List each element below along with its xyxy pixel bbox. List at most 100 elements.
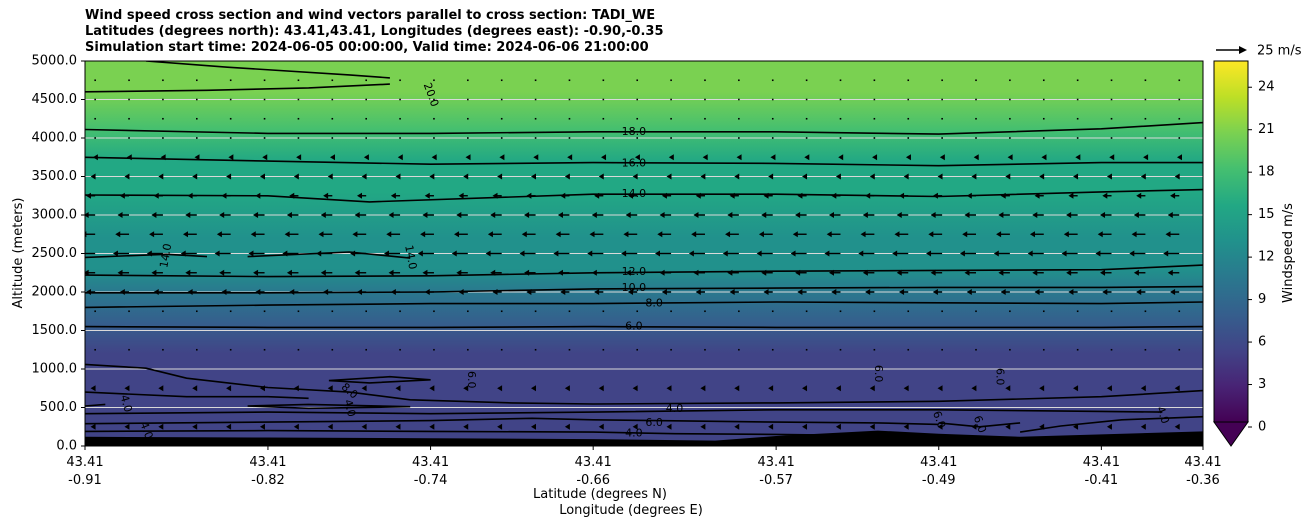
wind-vector [1144,98,1147,101]
wind-vector [1100,269,1112,276]
wind-vector [465,154,471,161]
wind-vector [226,385,232,392]
wind-vector [975,98,977,101]
quiver-key-label: 25 m/s [1257,44,1302,59]
wind-vector [429,385,435,392]
wind-vector [930,269,943,276]
wind-vector [729,289,739,295]
wind-vector [331,98,334,101]
wind-vector [253,269,265,276]
wind-vector [802,423,808,430]
contour-line [85,121,1203,135]
wind-vector [534,310,537,313]
wind-vector [293,173,299,180]
wind-vector [1163,250,1180,257]
wind-vector [1110,117,1113,120]
wind-vector [365,348,367,351]
wind-vector [738,117,740,120]
x-tick-lat: 43.41 [920,455,957,470]
wind-vector [185,269,197,276]
wind-vector [94,310,96,313]
wind-vector [598,173,604,180]
wind-vector [263,79,266,82]
wind-vector [930,212,943,218]
wind-vector [530,385,536,392]
wind-vector [229,79,232,82]
wind-vector [926,250,943,257]
wind-vector [802,385,808,392]
wind-vector [463,423,469,430]
wind-vector [734,173,740,180]
wind-vector [1076,117,1079,120]
wind-vector [564,385,570,392]
wind-vector [839,137,842,139]
wind-vector [94,98,96,101]
wind-vector [284,231,299,238]
contour-line [85,391,309,400]
wind-vector [1143,154,1149,161]
contour-label: 10.0 [622,281,647,294]
contour-label: 6.0 [645,416,663,429]
chart-title-line-3: Simulation start time: 2024-06-05 00:00:… [85,40,649,55]
contour-label: 14.0 [157,243,174,269]
colorbar-tick-label: 24 [1258,80,1275,95]
wind-vector [216,231,231,238]
contour-line [85,188,1203,203]
wind-vector [297,117,300,120]
wind-vector [1174,423,1180,430]
wind-vector [497,173,503,180]
wind-vector [1009,137,1011,139]
contour-line [247,251,411,259]
x-tick-lat: 43.41 [249,455,286,470]
contour-label: 16.0 [622,156,647,169]
wind-vector [869,423,875,430]
wind-vector [1076,98,1079,101]
wind-vector [1041,154,1047,161]
contour-line [1019,415,1203,433]
wind-vector [500,79,503,82]
wind-vector [263,348,266,351]
wind-vector [903,173,909,180]
wind-vector [932,289,943,295]
wind-vector [623,231,638,238]
wind-vector [487,231,502,238]
y-tick-label: 1000.0 [32,362,78,377]
wind-vector [873,98,876,101]
wind-vector [975,348,977,351]
wind-vector [356,192,367,199]
wind-vector [85,269,96,276]
wind-vector [872,154,878,161]
wind-vector [602,117,605,120]
wind-vector [959,250,977,257]
y-tick-label: 0.0 [56,439,77,454]
wind-vector [388,269,401,276]
wind-vector [797,289,807,295]
wind-vector [1110,348,1113,351]
colorbar-tick-label: 18 [1258,165,1275,180]
wind-vector [534,117,537,120]
wind-vector [670,117,672,120]
wind-vector [704,137,706,139]
wind-vector [725,231,739,238]
wind-vector [804,154,810,161]
colorbar-tick-label: 0 [1258,420,1266,435]
wind-vector [500,348,503,351]
wind-vector [1032,212,1044,218]
wind-vector [85,252,96,255]
wind-vector [704,98,706,101]
wind-vector [399,79,401,82]
wind-vector [839,117,842,120]
wind-vector [1131,231,1146,238]
wind-vector [534,98,537,101]
wind-vector [128,98,130,101]
wind-vector [905,154,911,161]
wind-vector [162,98,164,101]
wind-vector [941,137,943,139]
colorbar-tick-label: 15 [1258,207,1275,222]
wind-vector [805,137,808,139]
wind-vector [873,79,876,82]
wind-vector [1178,117,1181,120]
wind-vector [1009,310,1011,313]
wind-vector [824,250,841,257]
